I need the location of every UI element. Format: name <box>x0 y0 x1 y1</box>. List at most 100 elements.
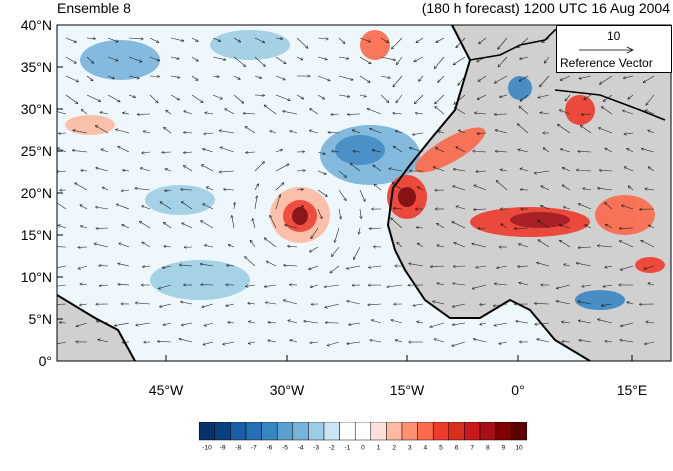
wind-vector <box>578 247 592 248</box>
wind-vector <box>288 246 298 247</box>
wind-vector <box>128 94 135 97</box>
wind-vector <box>57 284 67 287</box>
wind-vector <box>518 266 529 267</box>
wind-vector <box>101 149 109 153</box>
wind-vector <box>233 94 244 103</box>
wind-vector <box>644 75 655 82</box>
colorbar-swatch <box>448 422 465 441</box>
wind-vector <box>628 94 634 99</box>
colorbar-label: -1 <box>344 445 350 452</box>
wind-vector <box>59 322 67 323</box>
wind-vector <box>86 75 93 81</box>
wind-vector <box>452 341 466 346</box>
wind-vector <box>107 94 120 102</box>
wind-vector <box>166 110 172 115</box>
wind-vector <box>472 244 487 248</box>
wind-vector <box>164 128 172 134</box>
lon-label: 45°W <box>149 382 184 398</box>
wind-vector <box>514 228 529 229</box>
wind-vector <box>78 265 88 269</box>
longitude-axis: 45°W 30°W 15°W 0° 15°E <box>149 355 647 398</box>
wind-vector <box>560 110 571 115</box>
wind-vector <box>391 218 403 229</box>
wind-vector <box>57 341 67 344</box>
wind-vector <box>627 149 634 153</box>
wind-vector <box>254 162 264 172</box>
colorbar-swatch <box>276 422 294 441</box>
wind-vector <box>520 75 529 81</box>
wind-vector <box>475 113 487 114</box>
wind-vector <box>480 304 487 305</box>
colorbar-label: -7 <box>251 445 257 452</box>
wind-vector <box>275 183 284 191</box>
wind-vector <box>518 37 529 48</box>
wind-vector <box>474 209 487 210</box>
wind-vector-field <box>57 37 655 346</box>
wind-vector <box>317 208 322 219</box>
wind-vector <box>642 149 655 153</box>
wind-vector <box>226 303 235 306</box>
colorbar-swatch <box>230 422 247 441</box>
wind-vector <box>149 94 158 103</box>
wind-vector <box>170 56 179 59</box>
wind-vector <box>296 206 304 210</box>
wind-vector <box>645 341 655 344</box>
wind-vector <box>142 152 151 153</box>
colorbar-label: -3 <box>313 445 319 452</box>
colorbar-label: 7 <box>470 445 474 452</box>
wind-vector <box>380 56 395 60</box>
wind-vector <box>219 131 235 134</box>
wind-vector <box>245 127 256 134</box>
reference-arrow-icon <box>579 46 634 54</box>
wind-vector <box>605 148 613 153</box>
wind-vector <box>228 322 235 323</box>
wind-vector <box>621 322 634 326</box>
wind-vector <box>581 126 592 134</box>
wind-vector <box>338 37 345 43</box>
wind-vector <box>165 169 172 172</box>
wind-vector <box>268 340 277 342</box>
wind-vector <box>163 265 172 268</box>
wind-vector <box>311 227 319 238</box>
wind-vector <box>498 56 508 67</box>
wind-vector <box>96 126 109 134</box>
wind-vector <box>562 341 571 342</box>
wind-vector <box>452 322 466 325</box>
wind-vector <box>76 322 88 326</box>
wind-vector <box>599 128 613 134</box>
wind-vector <box>264 105 277 115</box>
wind-vector <box>123 170 130 171</box>
colorbar-swatch <box>479 422 496 441</box>
wind-vector <box>624 75 634 78</box>
wind-vector <box>397 56 403 64</box>
wind-vector <box>453 56 466 65</box>
wind-vector <box>275 38 282 39</box>
wind-vector <box>477 94 487 99</box>
lat-label: 40°N <box>21 17 52 33</box>
wind-vector <box>170 94 179 100</box>
colorbar-label: 4 <box>424 445 428 452</box>
wind-vector <box>359 227 360 234</box>
wind-vector <box>518 124 529 134</box>
colorbar-swatch <box>354 422 372 441</box>
wind-vector <box>65 37 76 42</box>
colorbar-swatch <box>214 422 231 441</box>
lon-label: 0° <box>511 382 524 398</box>
wind-vector <box>645 110 655 115</box>
colorbar-label: 3 <box>408 445 412 452</box>
wind-vector <box>65 56 76 63</box>
wind-vector <box>453 284 466 286</box>
wind-vector <box>477 56 487 62</box>
wind-vector <box>160 303 172 307</box>
wind-vector <box>518 150 529 153</box>
wind-vector <box>438 75 445 82</box>
wind-vector <box>205 113 214 114</box>
wind-vector <box>560 225 571 229</box>
wind-vector <box>479 37 487 44</box>
wind-vector <box>418 187 424 191</box>
colorbar-swatch <box>245 422 262 441</box>
wind-vector <box>310 109 319 115</box>
wind-vector <box>359 37 370 42</box>
wind-vector <box>564 207 571 210</box>
wind-vector <box>500 94 508 97</box>
